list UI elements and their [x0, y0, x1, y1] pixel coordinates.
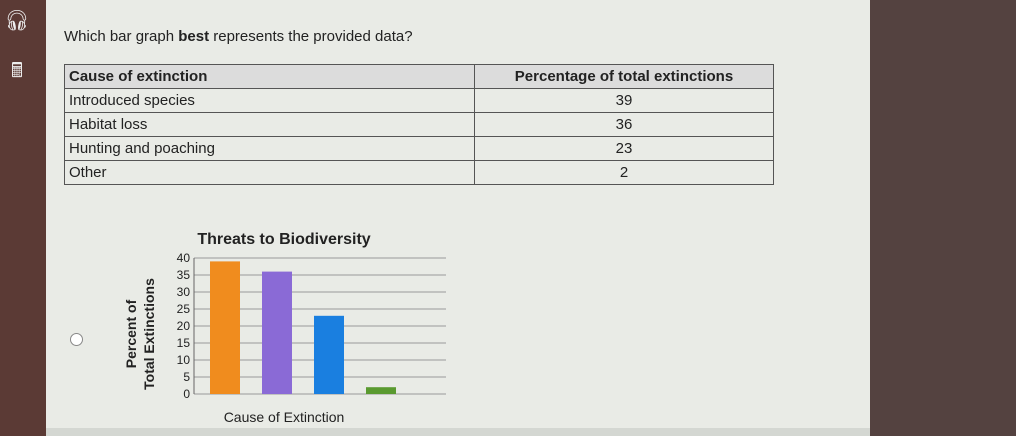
table-row: Introduced species 39: [64, 88, 774, 113]
y-axis-label: Percent of Total Extinctions: [123, 278, 157, 390]
chart-title: Threats to Biodiversity: [197, 231, 370, 248]
bar: [314, 315, 344, 394]
x-axis-label: Cause of Extinction: [224, 409, 345, 425]
cell: Hunting and poaching: [64, 136, 475, 161]
y-tick-label: 10: [177, 353, 191, 367]
y-axis-label-line: Percent of: [123, 299, 139, 368]
cell: 36: [474, 112, 774, 137]
y-tick-label: 35: [177, 268, 191, 282]
table-row: Habitat loss 36: [64, 112, 774, 137]
question-text: Which bar graph best represents the prov…: [64, 28, 413, 45]
y-tick-label: 25: [177, 302, 191, 316]
cell: Habitat loss: [64, 112, 475, 137]
bar: [210, 261, 240, 394]
cell: 23: [474, 136, 774, 161]
y-tick-label: 30: [177, 285, 191, 299]
bar: [262, 271, 292, 394]
data-table: Cause of extinction Percentage of total e…: [64, 64, 774, 185]
y-tick-label: 5: [183, 370, 190, 384]
cell: Introduced species: [64, 88, 475, 113]
headphones-icon[interactable]: 🎧︎: [4, 10, 30, 32]
bar: [366, 387, 396, 394]
question-panel: Which bar graph best represents the prov…: [46, 0, 870, 436]
header-percentage: Percentage of total extinctions: [474, 64, 774, 89]
y-tick-label: 40: [177, 251, 191, 265]
y-axis-label-line: Total Extinctions: [141, 278, 157, 390]
bar-chart: Threats to Biodiversity Cause of Extinct…: [123, 231, 446, 425]
y-tick-label: 20: [177, 319, 191, 333]
table-row: Other 2: [64, 160, 774, 185]
table-row: Hunting and poaching 23: [64, 136, 774, 161]
answer-radio[interactable]: [70, 333, 83, 346]
cell: 2: [474, 160, 774, 185]
cell: Other: [64, 160, 475, 185]
y-tick-label: 15: [177, 336, 191, 350]
cell: 39: [474, 88, 774, 113]
calculator-icon[interactable]: 🖩: [11, 60, 23, 82]
y-tick-label: 0: [183, 387, 190, 401]
background-edge: [870, 0, 1016, 436]
sidebar: 🎧︎ 🖩: [0, 0, 46, 436]
header-cause: Cause of extinction: [64, 64, 475, 89]
bottom-bar: [46, 428, 870, 436]
